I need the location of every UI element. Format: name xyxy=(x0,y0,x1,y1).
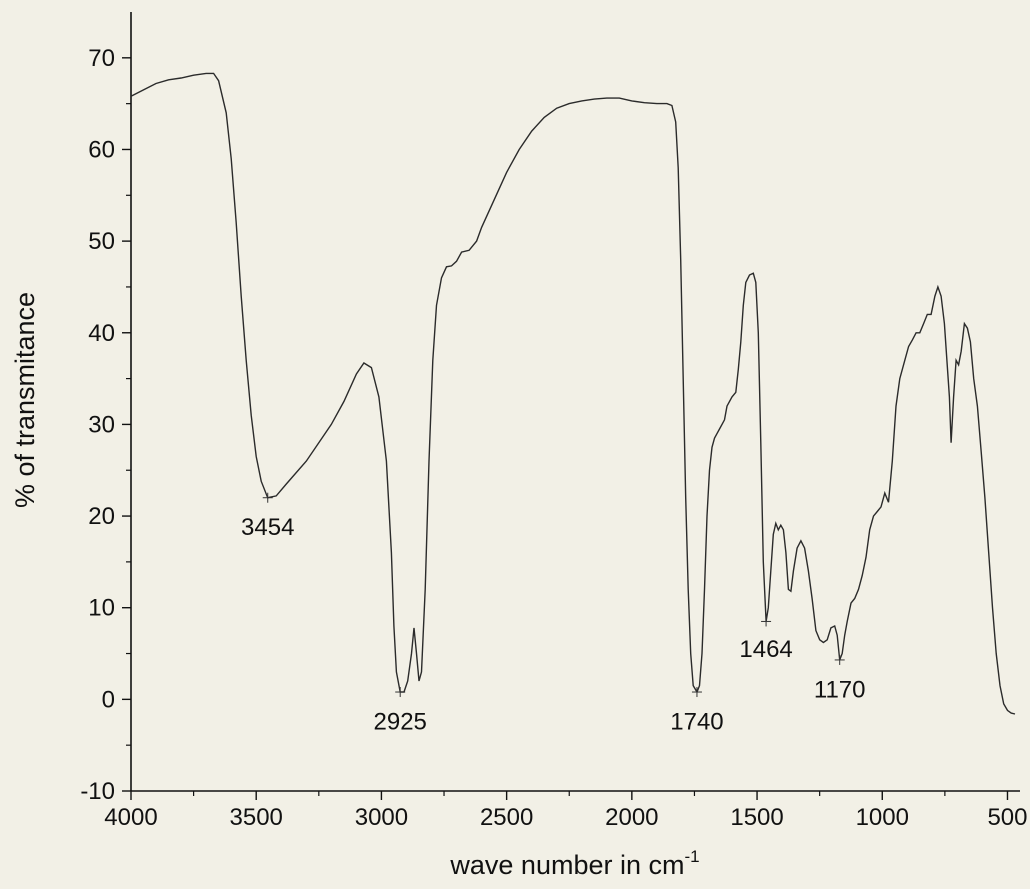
x-tick-label: 2000 xyxy=(605,804,658,831)
x-axis-title-text: wave number in cm xyxy=(449,850,684,880)
y-tick-label: 40 xyxy=(88,320,115,347)
y-tick-label: 70 xyxy=(88,45,115,72)
y-tick-label: -10 xyxy=(80,778,115,805)
y-tick-label: 10 xyxy=(88,595,115,622)
x-tick-label: 500 xyxy=(987,804,1027,831)
peak-label: 1464 xyxy=(739,636,792,663)
peak-label: 2925 xyxy=(374,708,427,735)
x-tick-label: 1000 xyxy=(856,804,909,831)
x-tick-label: 3500 xyxy=(230,804,283,831)
plot-area: -10 0 10 20 30 40 50 60 70 4000 3500 3000 2500 2000 1… xyxy=(80,12,1028,831)
y-tick-label: 50 xyxy=(88,228,115,255)
x-tick-label: 4000 xyxy=(104,804,157,831)
y-tick-label: 20 xyxy=(88,503,115,530)
peak-label: 1170 xyxy=(814,676,866,703)
x-tick-label: 2500 xyxy=(480,804,533,831)
y-axis-title: % of transmitance xyxy=(10,292,40,508)
x-tick-label: 1500 xyxy=(730,804,783,831)
x-axis-ticks: 4000 3500 3000 2500 2000 1500 1000 500 xyxy=(104,791,1028,831)
peak-label: 3454 xyxy=(241,514,294,541)
peak-label: 1740 xyxy=(670,708,723,735)
x-axis-title-superscript: -1 xyxy=(684,847,699,866)
series-line-transmittance xyxy=(130,72,1016,715)
peak-annotations: 3454 2925 1740 1464 1170 xyxy=(241,492,866,735)
y-tick-label: 60 xyxy=(88,136,115,163)
y-tick-label: 30 xyxy=(88,411,115,438)
x-tick-label: 3000 xyxy=(355,804,408,831)
y-tick-label: 0 xyxy=(102,686,115,713)
y-axis-ticks: -10 0 10 20 30 40 50 60 70 xyxy=(80,45,131,805)
x-axis-title: wave number in cm-1 xyxy=(449,847,699,880)
